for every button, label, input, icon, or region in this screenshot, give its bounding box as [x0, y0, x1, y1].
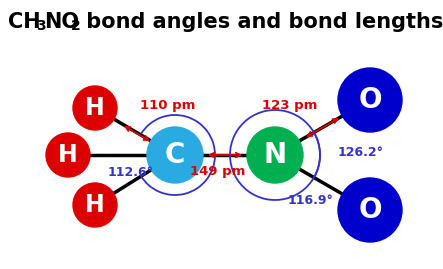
Circle shape: [73, 183, 117, 227]
Circle shape: [73, 86, 117, 130]
Circle shape: [338, 68, 402, 132]
Text: O: O: [358, 196, 382, 224]
Text: NO: NO: [44, 12, 79, 32]
Text: 123 pm: 123 pm: [262, 98, 318, 111]
Text: 3: 3: [36, 19, 46, 33]
Text: 126.2°: 126.2°: [338, 146, 384, 158]
Text: H: H: [85, 193, 105, 217]
Text: C: C: [165, 141, 185, 169]
Text: 110 pm: 110 pm: [140, 98, 196, 111]
Circle shape: [147, 127, 203, 183]
Text: H: H: [85, 96, 105, 120]
Text: bond angles and bond lengths: bond angles and bond lengths: [79, 12, 443, 32]
Text: 149 pm: 149 pm: [190, 165, 246, 179]
Circle shape: [46, 133, 90, 177]
Text: O: O: [358, 86, 382, 114]
Circle shape: [247, 127, 303, 183]
Text: N: N: [264, 141, 287, 169]
Text: H: H: [58, 143, 78, 167]
Text: 116.9°: 116.9°: [288, 193, 334, 207]
Text: 112.6°: 112.6°: [108, 165, 154, 179]
Text: 2: 2: [71, 19, 81, 33]
Circle shape: [338, 178, 402, 242]
Text: CH: CH: [8, 12, 41, 32]
